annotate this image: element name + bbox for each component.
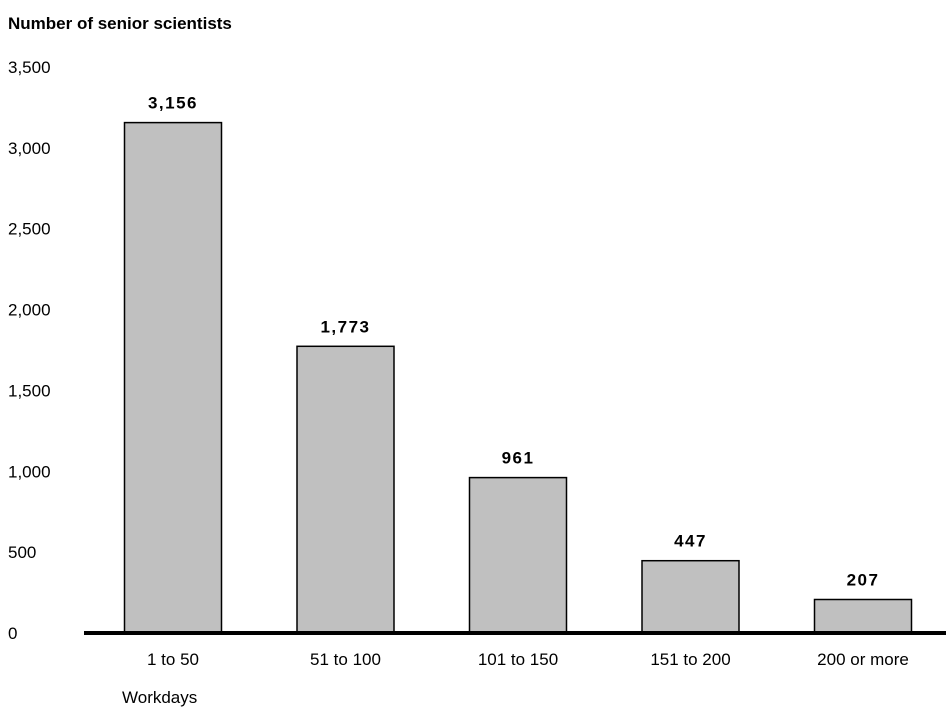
y-tick-label: 3,000 [8, 139, 51, 158]
bar-value-label: 447 [674, 532, 707, 551]
category-label: 151 to 200 [650, 650, 730, 669]
y-tick-label: 500 [8, 543, 36, 562]
bar [123, 121, 223, 634]
category-label: 101 to 150 [478, 650, 558, 669]
x-axis-label: Workdays [122, 688, 197, 707]
bar [813, 598, 913, 634]
category-label: 200 or more [817, 650, 909, 669]
category-label: 1 to 50 [147, 650, 199, 669]
bar [641, 559, 740, 634]
y-tick-label: 2,000 [8, 301, 51, 320]
bars [123, 121, 913, 634]
y-tick-label: 3,500 [8, 58, 51, 77]
y-axis-label: Number of senior scientists [8, 14, 232, 33]
y-tick-label: 1,500 [8, 381, 51, 400]
category-label: 51 to 100 [310, 650, 381, 669]
y-tick-label: 0 [8, 624, 17, 643]
category-labels: 1 to 50 51 to 100 101 to 150 151 to 200 200 … [147, 650, 909, 669]
bar-value-label: 1,773 [320, 317, 370, 336]
bar [296, 345, 395, 634]
value-labels: 3,156 1,773 961 447 207 [148, 94, 880, 590]
y-tick-labels: 0 500 1,000 1,500 2,000 2,500 3,000 3,500 [8, 58, 51, 643]
bar-value-label: 961 [502, 449, 535, 468]
bar [468, 476, 568, 634]
y-tick-label: 2,500 [8, 220, 51, 239]
bar-value-label: 207 [847, 571, 880, 590]
bar-value-label: 3,156 [148, 94, 198, 113]
y-tick-label: 1,000 [8, 462, 51, 481]
